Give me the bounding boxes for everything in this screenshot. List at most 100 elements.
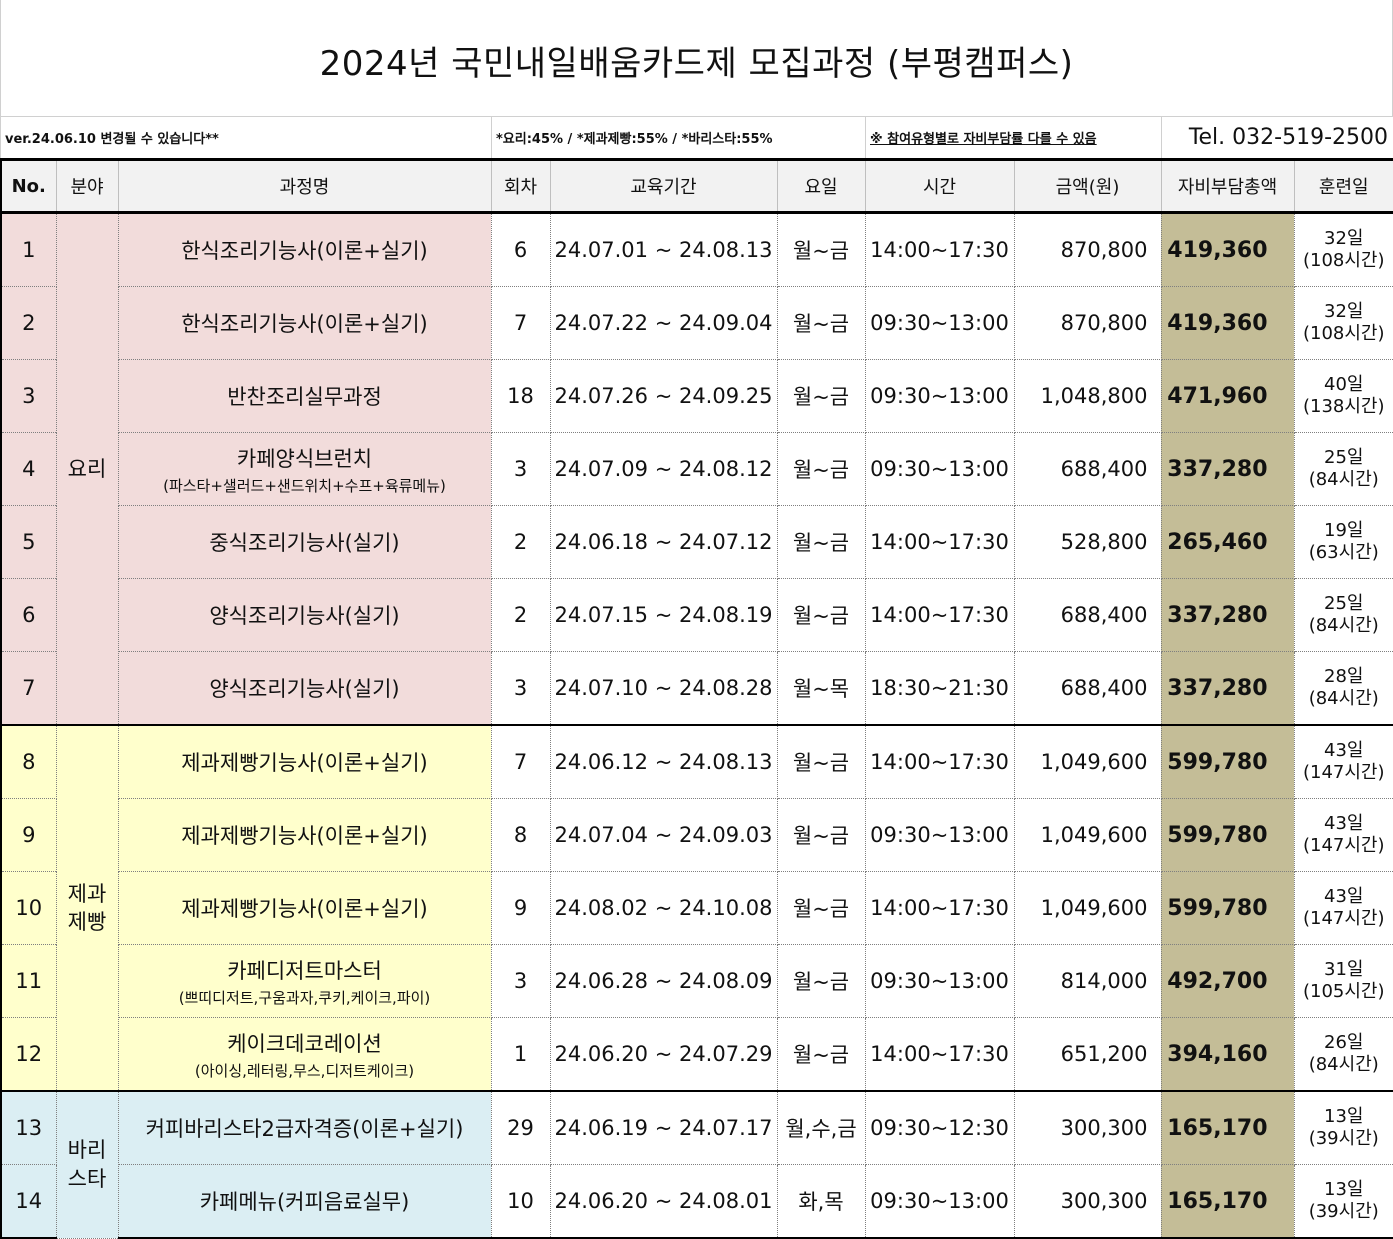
row-number: 12 (1, 1018, 56, 1092)
training-days: 32일 (1295, 228, 1393, 251)
course-subtitle: (쁘띠디저트,구움과자,쿠키,케이크,파이) (119, 987, 491, 1008)
header-round: 회차 (491, 160, 550, 213)
header-period: 교육기간 (550, 160, 777, 213)
period-cell: 24.07.26 ~ 24.09.25 (550, 360, 777, 433)
field-name-line: 요리 (57, 455, 118, 483)
weekday-cell: 월~금 (777, 287, 865, 360)
header-field: 분야 (56, 160, 118, 213)
training-hours: (39시간) (1295, 1128, 1393, 1151)
weekday-cell: 월~금 (777, 360, 865, 433)
weekday-cell: 월~금 (777, 799, 865, 872)
row-number: 8 (1, 725, 56, 799)
time-cell: 09:30~13:00 (865, 433, 1014, 506)
course-name-cell: 한식조리기능사(이론+실기) (118, 287, 491, 360)
row-number: 1 (1, 213, 56, 287)
header-weekday: 요일 (777, 160, 865, 213)
amount-cell: 870,800 (1014, 213, 1161, 287)
header-amount: 금액(원) (1014, 160, 1161, 213)
course-name-cell: 양식조리기능사(실기) (118, 579, 491, 652)
course-name: 카페디저트마스터 (119, 955, 491, 985)
training-hours: (138시간) (1295, 396, 1393, 419)
period-cell: 24.06.28 ~ 24.08.09 (550, 945, 777, 1018)
training-hours: (108시간) (1295, 250, 1393, 273)
course-name: 중식조리기능사(실기) (119, 527, 491, 557)
weekday-cell: 월~목 (777, 652, 865, 726)
round-cell: 7 (491, 725, 550, 799)
training-days: 13일 (1295, 1106, 1393, 1129)
self-pay-cell: 492,700 (1161, 945, 1294, 1018)
participation-note: ※ 참여유형별로 자비부담률 다를 수 있음 (865, 117, 1161, 158)
time-cell: 14:00~17:30 (865, 1018, 1014, 1092)
amount-cell: 870,800 (1014, 287, 1161, 360)
course-subtitle: (파스타+샐러드+샌드위치+수프+육류메뉴) (119, 475, 491, 496)
training-days-cell: 28일(84시간) (1294, 652, 1393, 726)
training-days-cell: 43일(147시간) (1294, 872, 1393, 945)
round-cell: 8 (491, 799, 550, 872)
round-cell: 6 (491, 213, 550, 287)
row-number: 7 (1, 652, 56, 726)
row-number: 3 (1, 360, 56, 433)
row-number: 4 (1, 433, 56, 506)
training-hours: (84시간) (1295, 1054, 1393, 1077)
course-name-cell: 카페메뉴(커피음료실무) (118, 1165, 491, 1239)
weekday-cell: 월~금 (777, 872, 865, 945)
header-time: 시간 (865, 160, 1014, 213)
period-cell: 24.07.22 ~ 24.09.04 (550, 287, 777, 360)
training-days: 25일 (1295, 593, 1393, 616)
training-days-cell: 43일(147시간) (1294, 725, 1393, 799)
amount-cell: 688,400 (1014, 433, 1161, 506)
title-bar: 2024년 국민내일배움카드제 모집과정 (부평캠퍼스) (0, 0, 1393, 117)
page-title: 2024년 국민내일배움카드제 모집과정 (부평캠퍼스) (320, 32, 1074, 85)
time-cell: 14:00~17:30 (865, 872, 1014, 945)
rate-note: *요리:45% / *제과제빵:55% / *바리스타:55% (491, 117, 865, 158)
self-pay-cell: 419,360 (1161, 287, 1294, 360)
course-name: 카페양식브런치 (119, 443, 491, 473)
course-name-cell: 카페양식브런치(파스타+샐러드+샌드위치+수프+육류메뉴) (118, 433, 491, 506)
self-pay-cell: 599,780 (1161, 799, 1294, 872)
period-cell: 24.06.20 ~ 24.08.01 (550, 1165, 777, 1239)
amount-cell: 814,000 (1014, 945, 1161, 1018)
round-cell: 29 (491, 1091, 550, 1165)
weekday-cell: 월~금 (777, 213, 865, 287)
weekday-cell: 월~금 (777, 725, 865, 799)
self-pay-cell: 471,960 (1161, 360, 1294, 433)
training-days-cell: 19일(63시간) (1294, 506, 1393, 579)
version-note: ver.24.06.10 변경될 수 있습니다** (5, 117, 491, 158)
round-cell: 7 (491, 287, 550, 360)
amount-cell: 1,049,600 (1014, 872, 1161, 945)
round-cell: 2 (491, 506, 550, 579)
period-cell: 24.07.15 ~ 24.08.19 (550, 579, 777, 652)
weekday-cell: 월~금 (777, 1018, 865, 1092)
training-days-cell: 32일(108시간) (1294, 213, 1393, 287)
course-name: 양식조리기능사(실기) (119, 600, 491, 630)
course-name: 제과제빵기능사(이론+실기) (119, 893, 491, 923)
self-pay-cell: 165,170 (1161, 1165, 1294, 1239)
row-number: 11 (1, 945, 56, 1018)
info-bar: ver.24.06.10 변경될 수 있습니다** *요리:45% / *제과제… (0, 117, 1393, 158)
row-number: 2 (1, 287, 56, 360)
training-days-cell: 32일(108시간) (1294, 287, 1393, 360)
time-cell: 09:30~13:00 (865, 945, 1014, 1018)
self-pay-cell: 419,360 (1161, 213, 1294, 287)
amount-cell: 1,049,600 (1014, 799, 1161, 872)
course-name-cell: 카페디저트마스터(쁘띠디저트,구움과자,쿠키,케이크,파이) (118, 945, 491, 1018)
amount-cell: 300,300 (1014, 1091, 1161, 1165)
training-hours: (84시간) (1295, 469, 1393, 492)
training-days: 26일 (1295, 1032, 1393, 1055)
header-row: No. 분야 과정명 회차 교육기간 요일 시간 금액(원) 자비부담총액 훈련… (1, 160, 1393, 213)
course-name: 양식조리기능사(실기) (119, 673, 491, 703)
row-number: 10 (1, 872, 56, 945)
phone-number: Tel. 032-519-2500 (1161, 117, 1393, 158)
training-hours: (147시간) (1295, 908, 1393, 931)
self-pay-cell: 599,780 (1161, 725, 1294, 799)
field-name-line: 스타 (57, 1165, 118, 1193)
training-days: 43일 (1295, 886, 1393, 909)
